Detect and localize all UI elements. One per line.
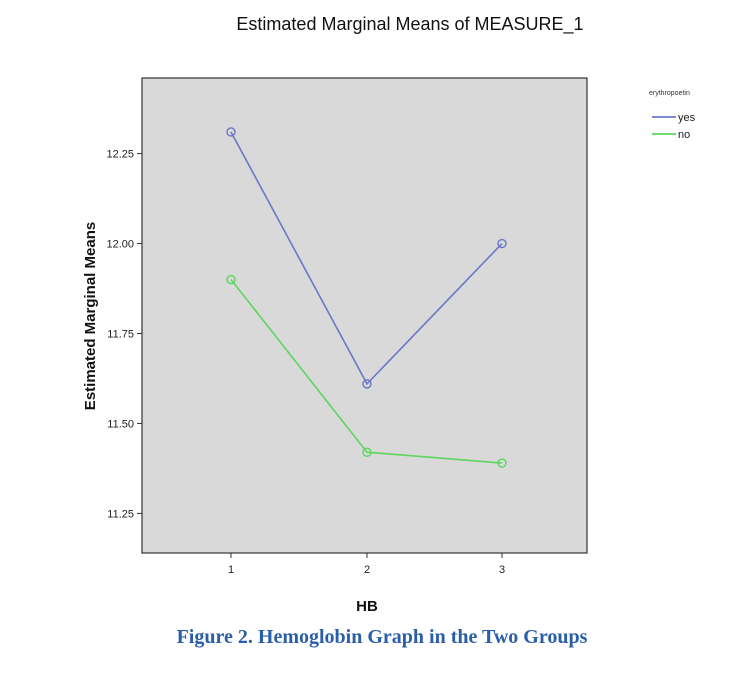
x-axis-label: HB xyxy=(356,598,378,615)
chart-title: Estimated Marginal Means of MEASURE_1 xyxy=(236,14,584,34)
y-axis: 11.25 11.50 11.75 12.00 12.25 xyxy=(106,149,142,520)
x-tick-label: 2 xyxy=(364,564,370,576)
legend-label-no: no xyxy=(678,129,690,141)
data-point-no xyxy=(362,447,372,457)
data-point-no xyxy=(226,274,236,285)
plot-area xyxy=(141,77,588,554)
series-layer xyxy=(226,127,507,468)
legend-title: erythropoetin xyxy=(649,90,690,97)
y-axis-label: Estimated Marginal Means xyxy=(82,222,99,410)
series-line-yes xyxy=(230,131,503,386)
legend-label-yes: yes xyxy=(678,112,696,124)
chart: 11.25 11.50 11.75 12.00 12.25 1 2 3 Estimated … xyxy=(82,77,696,615)
y-tick-label: 11.50 xyxy=(107,418,134,430)
x-tick-label: 3 xyxy=(499,564,505,576)
data-point-no xyxy=(497,458,507,468)
x-tick-label: 1 xyxy=(228,564,234,576)
data-point-yes xyxy=(226,127,236,137)
data-point-yes xyxy=(497,238,507,249)
y-tick-label: 12.25 xyxy=(106,149,134,161)
series-line-no xyxy=(230,279,503,464)
y-tick-label: 11.25 xyxy=(107,508,134,520)
y-tick-label: 11.75 xyxy=(107,328,134,340)
legend: erythropoetin yes no xyxy=(649,90,696,141)
figure-caption: Figure 2. Hemoglobin Graph in the Two Gr… xyxy=(176,626,588,648)
data-point-yes xyxy=(362,379,372,389)
x-axis: 1 2 3 xyxy=(228,553,505,576)
y-tick-label: 12.00 xyxy=(106,239,134,251)
